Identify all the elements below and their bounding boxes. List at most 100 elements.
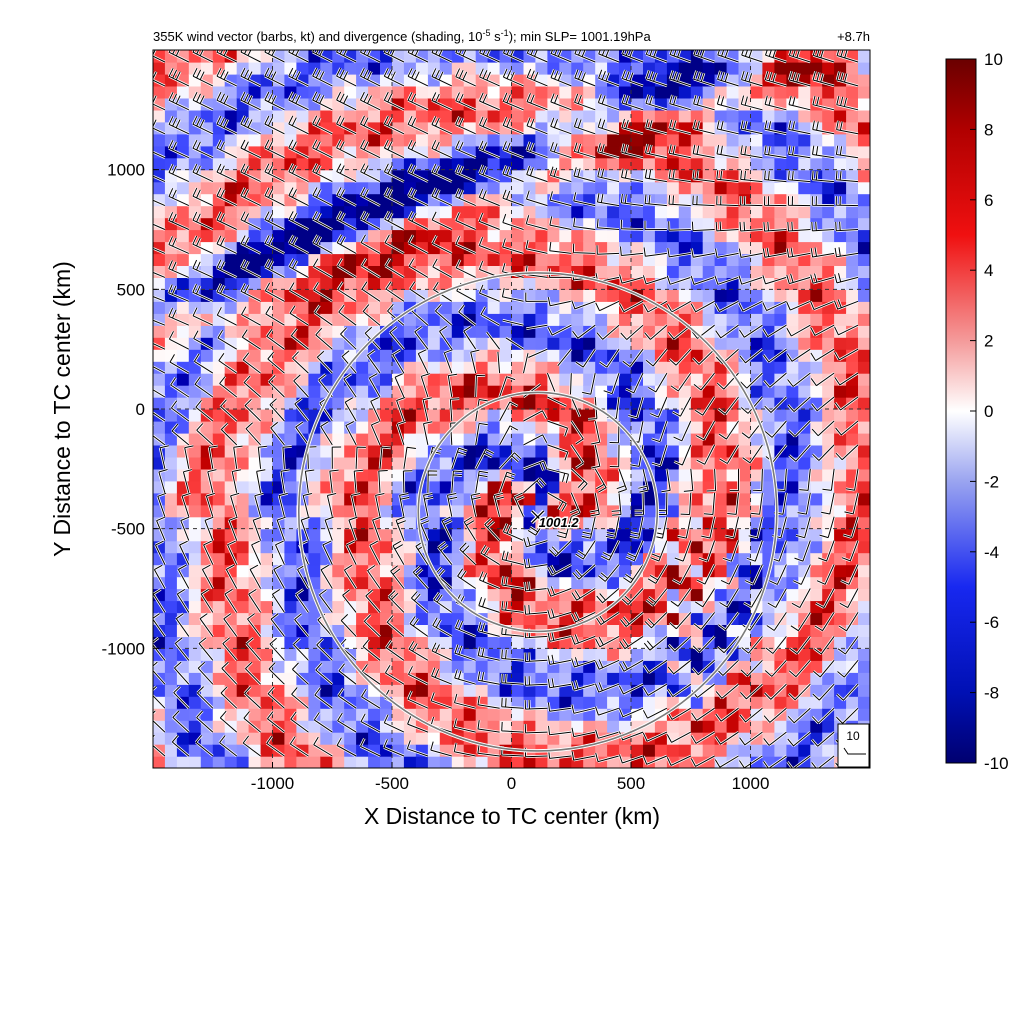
shade-cell [296,62,309,75]
shade-cell [272,756,285,768]
shade-cell [523,421,536,434]
shade-cell [296,756,309,768]
shade-cell [511,157,525,171]
shade-cell [654,241,668,255]
shade-cell [499,313,513,326]
shade-cell [858,313,870,326]
shade-cell [320,732,333,745]
shade-cell [846,241,859,255]
shade-cell [499,253,513,266]
shade-cell [523,636,536,649]
shade-cell [344,157,357,171]
shade-cell [332,62,345,75]
shade-cell [356,624,369,637]
shade-cell [535,648,548,661]
shade-cell [176,397,190,410]
shade-cell [643,205,656,219]
shade-cell [619,313,632,326]
shade-cell [822,720,835,733]
shade-cell [308,361,321,374]
shade-cell [810,313,823,326]
shade-cell [810,480,823,494]
shade-cell [344,109,357,123]
shade-cell [236,85,250,99]
shade-cell [654,265,668,278]
shade-cell [153,85,166,99]
shade-cell [284,564,297,578]
shade-cell [427,528,441,542]
shade-cell [212,85,226,99]
shade-cell [595,157,608,171]
shade-cell [153,756,166,768]
shade-cell [786,660,799,673]
shade-cell [403,157,417,171]
shade-cell [176,205,190,219]
shade-cell [786,516,799,530]
shade-cell [188,444,202,458]
shade-cell [798,361,811,374]
shade-cell [308,504,321,518]
shade-cell [487,540,501,554]
shade-cell [846,62,859,75]
shade-cell [714,720,728,733]
shade-cell [368,277,381,290]
shade-cell [320,85,333,99]
shade-cell [284,720,297,733]
shade-cell [774,432,787,446]
shade-cell [607,492,620,506]
shade-cell [164,504,178,518]
shade-cell [631,672,644,685]
shade-cell [858,432,870,446]
shade-cell [427,409,441,422]
shade-cell [750,109,763,123]
shade-cell [392,181,405,195]
shade-cell [487,684,501,697]
shade-cell [356,516,369,530]
shade-cell [547,672,560,685]
shade-cell [427,133,441,147]
shade-cell [188,528,202,542]
shade-cell [260,756,274,768]
shade-cell [236,720,250,733]
shade-cell [332,157,345,171]
shade-cell [511,684,525,697]
shade-cell [774,361,787,374]
shade-cell [403,456,417,470]
shade-cell [176,708,190,721]
shade-cell [344,301,357,314]
shade-cell [368,109,381,123]
shade-cell [559,732,572,745]
shade-cell [702,241,716,255]
shade-cell [296,157,309,171]
shade-cell [463,109,477,123]
shade-cell [403,133,417,147]
shade-cell [666,181,680,195]
shade-cell [834,516,847,530]
shade-cell [810,181,823,195]
shade-cell [559,253,572,266]
shade-cell [332,277,345,290]
shade-cell [463,205,477,219]
shade-cell [702,361,716,374]
shade-cell [631,241,644,255]
shade-cell [762,337,775,350]
shade-cell [248,205,262,219]
shade-cell [559,708,572,721]
shade-cell [451,385,465,398]
shade-cell [559,313,572,326]
shade-cell [356,744,369,757]
shade-cell [463,708,477,721]
shade-cell [774,85,787,99]
shade-cell [284,576,297,590]
shade-cell [451,313,465,326]
shade-cell [392,660,405,673]
shade-cell [535,720,548,733]
shade-cell [296,708,309,721]
shade-cell [332,456,345,470]
shade-cell [762,612,775,625]
shade-cell [702,109,716,123]
shade-cell [344,133,357,147]
shade-cell [714,588,728,602]
shade-cell [858,672,870,685]
shade-cell [415,636,429,649]
